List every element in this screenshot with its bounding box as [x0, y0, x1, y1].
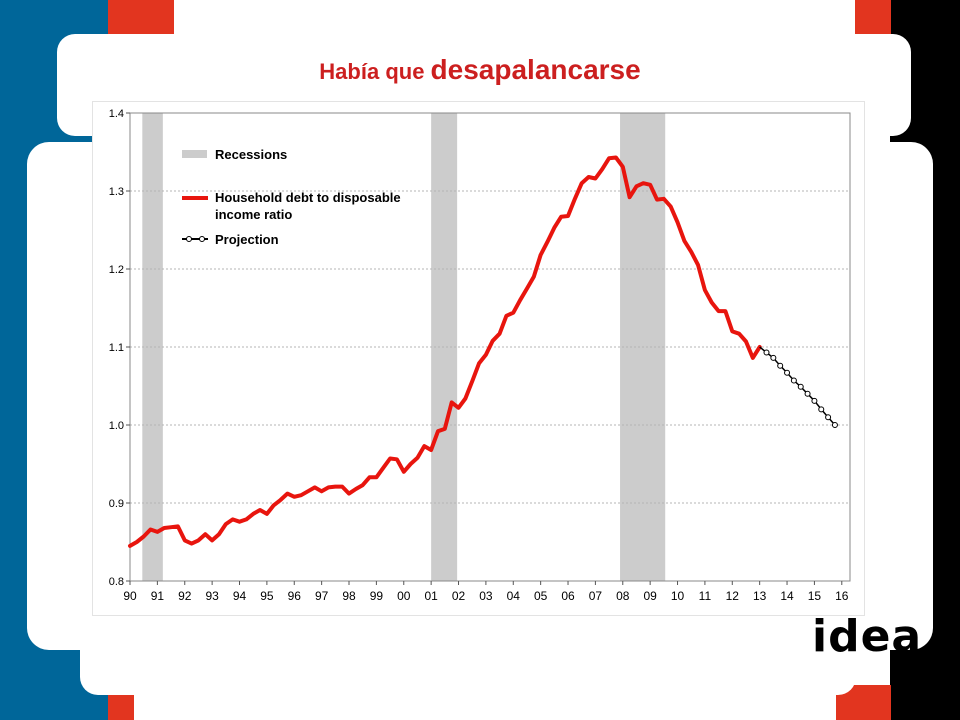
projection-point — [818, 406, 825, 413]
series — [128, 155, 838, 548]
x-tick-label: 04 — [507, 589, 521, 603]
x-tick-label: 07 — [589, 589, 603, 603]
x-tick-label: 15 — [808, 589, 822, 603]
legend-debt-label-line2: income ratio — [215, 207, 292, 222]
projection-point — [825, 414, 832, 421]
y-tick-label: 1.4 — [109, 108, 124, 120]
projection-point — [790, 377, 797, 384]
projection-point — [804, 390, 811, 397]
y-tick-label: 0.8 — [109, 576, 124, 588]
x-tick-label: 12 — [726, 589, 740, 603]
x-tick-label: 13 — [753, 589, 767, 603]
accent-red-top-right — [855, 0, 891, 34]
projection-point — [784, 369, 791, 376]
projection-point — [811, 397, 818, 404]
x-tick-label: 96 — [288, 589, 302, 603]
recession-band-1 — [142, 113, 163, 581]
gridlines — [130, 190, 850, 504]
x-tick-label: 09 — [643, 589, 657, 603]
x-tick-label: 01 — [424, 589, 438, 603]
slide-title-part2: desapalancarse — [430, 54, 641, 85]
x-tick-label: 10 — [671, 589, 685, 603]
y-tick-label: 1.3 — [109, 186, 124, 198]
legend-projection-marker-2 — [199, 236, 205, 242]
x-tick-label: 94 — [233, 589, 247, 603]
x-tick-label: 05 — [534, 589, 548, 603]
y-tick-label: 0.9 — [109, 498, 124, 510]
y-tick-label: 1.2 — [109, 264, 124, 276]
legend-recessions-label: Recessions — [215, 147, 287, 162]
debt-ratio-chart: 0.8 0.9 1.0 1.1 1.2 1.3 1.4 90 91 92 93 94 95 96 97 98 9… — [109, 108, 851, 603]
x-tick-label: 06 — [561, 589, 575, 603]
y-tick-label: 1.1 — [109, 342, 124, 354]
slide-title-part1: Había que — [319, 59, 431, 84]
legend-projection-label: Projection — [215, 232, 279, 247]
x-tick-label: 92 — [178, 589, 192, 603]
x-tick-label: 93 — [205, 589, 219, 603]
x-tick-label: 91 — [151, 589, 165, 603]
legend-projection-marker-1 — [186, 236, 192, 242]
legend-recessions-swatch — [182, 150, 207, 158]
x-tick-label: 98 — [342, 589, 356, 603]
y-tick-label: 1.0 — [109, 420, 124, 432]
legend-debt-label-line1: Household debt to disposable — [215, 190, 401, 205]
legend: Recessions Household debt to disposable … — [182, 147, 401, 247]
projection-point — [770, 354, 777, 361]
axes: 0.8 0.9 1.0 1.1 1.2 1.3 1.4 90 91 92 93 94 95 96 97 98 9… — [109, 108, 849, 603]
x-tick-label: 95 — [260, 589, 274, 603]
accent-red-top-left — [108, 0, 174, 34]
x-tick-label: 00 — [397, 589, 411, 603]
x-tick-label: 02 — [452, 589, 466, 603]
projection-point — [777, 362, 784, 369]
x-tick-label: 90 — [123, 589, 137, 603]
slide-title: Había que desapalancarse — [0, 54, 960, 86]
x-tick-label: 16 — [835, 589, 849, 603]
x-tick-label: 08 — [616, 589, 630, 603]
x-tick-label: 14 — [780, 589, 794, 603]
projection-point — [763, 349, 770, 356]
debt-ratio-line — [128, 155, 762, 548]
projection-point — [797, 383, 804, 390]
x-tick-label: 11 — [699, 589, 712, 603]
x-tick-label: 99 — [370, 589, 384, 603]
idea-logo: idea — [812, 611, 923, 662]
chart-container: 0.8 0.9 1.0 1.1 1.2 1.3 1.4 90 91 92 93 94 95 96 97 98 9… — [92, 101, 865, 616]
x-tick-label: 03 — [479, 589, 493, 603]
x-tick-label: 97 — [315, 589, 329, 603]
projection-point — [831, 422, 838, 428]
